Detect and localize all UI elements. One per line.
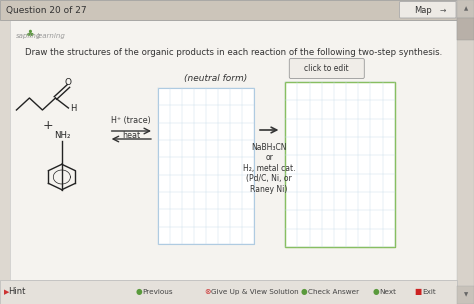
- Text: NaBH₃CN
or
H₂, metal cat.
(Pd/C, Ni, or
Raney Ni): NaBH₃CN or H₂, metal cat. (Pd/C, Ni, or …: [243, 143, 295, 194]
- Text: sapling: sapling: [16, 33, 41, 39]
- Text: Previous: Previous: [143, 289, 173, 295]
- Text: ●: ●: [301, 288, 308, 296]
- Text: O: O: [65, 78, 72, 87]
- Text: →: →: [440, 5, 446, 15]
- Bar: [457, 286, 474, 304]
- Text: Draw the structures of the organic products in each reaction of the following tw: Draw the structures of the organic produ…: [25, 47, 443, 57]
- Bar: [457, 0, 474, 304]
- Text: H: H: [71, 103, 77, 112]
- Text: NH₂: NH₂: [54, 130, 70, 140]
- Text: heat: heat: [122, 130, 140, 140]
- Text: Check Answer: Check Answer: [309, 289, 360, 295]
- Text: ●: ●: [372, 288, 379, 296]
- Text: ⊗: ⊗: [204, 288, 210, 296]
- Bar: [457, 18, 474, 40]
- Bar: [0, 0, 474, 20]
- Text: ▼: ▼: [464, 292, 468, 298]
- Bar: [457, 0, 474, 18]
- Text: Question 20 of 27: Question 20 of 27: [6, 6, 87, 15]
- Text: +: +: [43, 119, 54, 132]
- Text: Map: Map: [415, 5, 432, 15]
- FancyBboxPatch shape: [289, 58, 365, 78]
- Text: ♣: ♣: [26, 29, 35, 39]
- FancyBboxPatch shape: [400, 2, 456, 18]
- Text: ■: ■: [415, 288, 422, 296]
- Text: Exit: Exit: [422, 289, 436, 295]
- Text: Hint: Hint: [8, 288, 26, 296]
- Text: ▲: ▲: [464, 6, 468, 12]
- Text: ●: ●: [135, 288, 142, 296]
- Text: click to edit: click to edit: [304, 64, 349, 73]
- Bar: [158, 88, 254, 244]
- Text: learning: learning: [36, 33, 65, 39]
- Text: Give Up & View Solution: Give Up & View Solution: [211, 289, 299, 295]
- Text: Next: Next: [380, 289, 397, 295]
- Text: ▶: ▶: [4, 289, 9, 295]
- Bar: [285, 82, 395, 247]
- Text: H⁺ (trace): H⁺ (trace): [111, 116, 151, 126]
- Bar: [10, 20, 457, 280]
- Bar: [0, 280, 457, 304]
- Text: (neutral form): (neutral form): [184, 74, 247, 82]
